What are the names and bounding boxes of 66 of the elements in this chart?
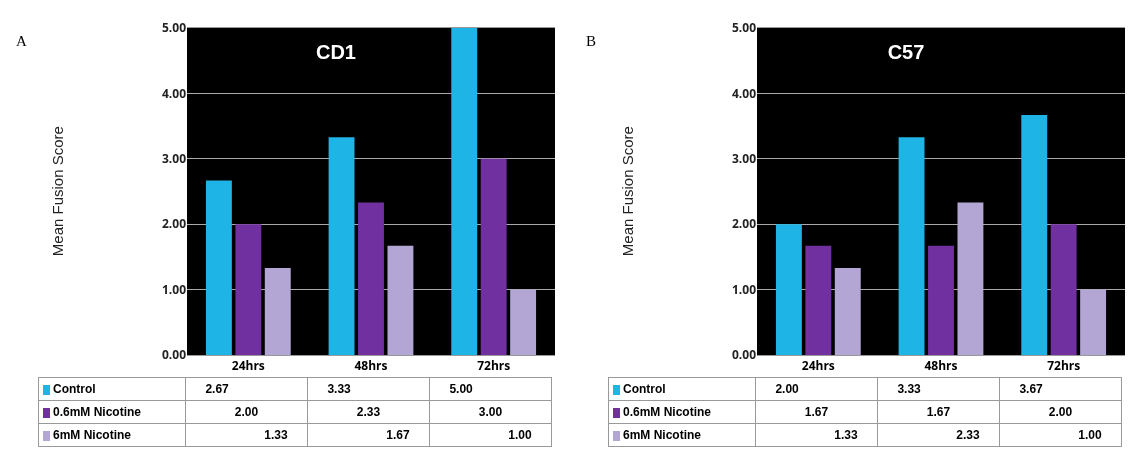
data-label: 1.67 <box>926 405 951 419</box>
bar <box>1080 289 1107 355</box>
bar <box>1021 114 1048 355</box>
y-axis-title: Mean Fusion Score <box>619 126 637 257</box>
data-label: 1.33 <box>834 428 858 442</box>
data-label: 1.00 <box>508 428 532 442</box>
x-tick-label: 24hrs <box>231 357 265 375</box>
y-tick-label: 5.00 <box>731 19 757 37</box>
bar <box>928 245 954 355</box>
data-label: 1.00 <box>1078 428 1102 442</box>
x-tick-label: 24hrs <box>801 357 835 375</box>
data-label: 2.33 <box>956 428 980 442</box>
x-tick-label: 48hrs <box>354 357 388 375</box>
bar <box>834 268 861 355</box>
y-tick-label: 0.00 <box>161 346 187 364</box>
bar <box>1050 224 1077 355</box>
bar <box>451 28 478 355</box>
y-tick-label: 3.00 <box>731 150 757 167</box>
data-label: 2.33 <box>356 405 381 419</box>
x-tick-label: 48hrs <box>924 357 958 375</box>
bar <box>510 289 537 355</box>
y-tick-label: 4.00 <box>731 84 757 102</box>
data-label: 1.67 <box>804 405 829 419</box>
y-tick-label: 1.00 <box>161 280 187 298</box>
text: A <box>16 33 27 49</box>
y-tick-label: 3.00 <box>161 150 187 167</box>
y-tick-label: 2.00 <box>161 215 187 233</box>
bar <box>235 224 262 355</box>
y-tick-label: 0.00 <box>731 346 757 364</box>
data-label: 2.00 <box>234 405 259 419</box>
bar <box>264 268 291 355</box>
x-tick-label: 72hrs <box>477 357 511 375</box>
bar <box>898 137 925 355</box>
legend-label: Control <box>53 382 96 396</box>
legend-label: 0.6mM Nicotine <box>623 405 712 419</box>
legend-label: 0.6mM Nicotine <box>53 405 142 419</box>
bar <box>480 158 507 355</box>
data-label: 2.00 <box>775 382 799 396</box>
legend-label: Control <box>623 382 666 396</box>
data-label: 3.67 <box>1019 382 1043 396</box>
legend-label: 6mM Nicotine <box>53 428 132 442</box>
data-label: 1.33 <box>264 428 288 442</box>
text: CD1 <box>315 41 357 64</box>
data-label: 3.33 <box>327 382 351 396</box>
y-tick-label: 5.00 <box>161 19 187 37</box>
bar <box>957 202 984 355</box>
data-label: 2.00 <box>1048 405 1073 419</box>
bar <box>805 245 832 355</box>
data-label: 3.33 <box>897 382 921 396</box>
text: B <box>586 33 597 49</box>
y-tick-label: 1.00 <box>731 280 757 298</box>
bar <box>328 137 355 355</box>
y-axis-title: Mean Fusion Score <box>49 126 67 257</box>
bar <box>205 180 232 355</box>
data-label: 1.67 <box>386 428 410 442</box>
y-tick-label: 4.00 <box>161 84 187 102</box>
bar <box>358 202 384 355</box>
bar <box>775 224 802 355</box>
data-label: 5.00 <box>449 382 473 396</box>
bar <box>387 245 414 355</box>
legend-label: 6mM Nicotine <box>623 428 702 442</box>
text: C57 <box>887 41 925 64</box>
data-label: 2.67 <box>205 382 229 396</box>
y-tick-label: 2.00 <box>731 215 757 233</box>
x-tick-label: 72hrs <box>1047 357 1081 375</box>
data-label: 3.00 <box>478 405 503 419</box>
